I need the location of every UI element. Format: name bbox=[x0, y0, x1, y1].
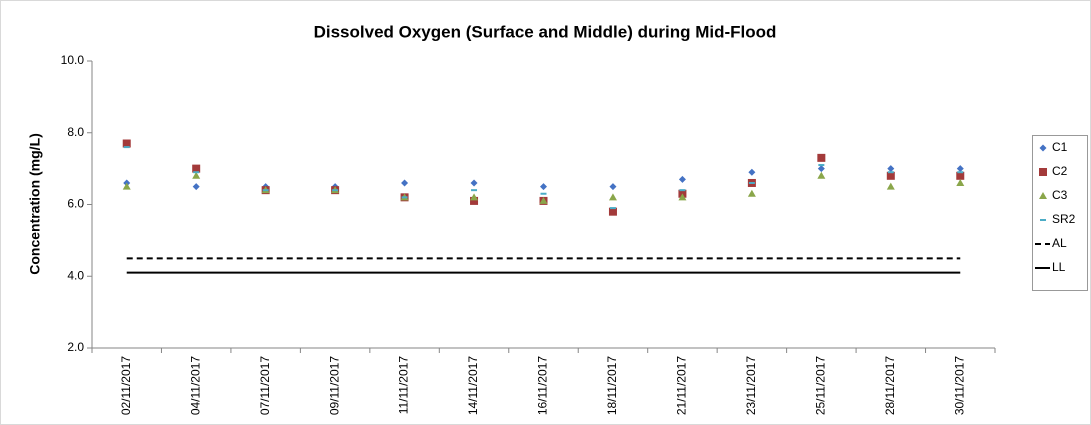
legend-swatch bbox=[1039, 144, 1047, 152]
point bbox=[609, 207, 616, 210]
point bbox=[817, 153, 826, 162]
legend-label: C2 bbox=[1052, 164, 1068, 178]
point bbox=[679, 189, 686, 192]
point bbox=[470, 193, 479, 201]
x-tick-label: 09/11/2017 bbox=[327, 356, 341, 415]
point bbox=[262, 189, 269, 192]
point bbox=[193, 171, 200, 174]
point bbox=[608, 193, 617, 201]
x-tick-label: 28/11/2017 bbox=[883, 356, 897, 415]
point bbox=[122, 139, 131, 148]
legend-swatch bbox=[1040, 219, 1046, 221]
y-tick-label: 6.0 bbox=[67, 197, 84, 211]
point bbox=[192, 171, 201, 179]
point bbox=[540, 183, 547, 191]
legend-label: C1 bbox=[1052, 140, 1068, 154]
point bbox=[956, 165, 964, 173]
y-axis-label: Concentration (mg/L) bbox=[27, 133, 43, 275]
x-tick-label: 25/11/2017 bbox=[814, 356, 828, 415]
point bbox=[470, 196, 479, 205]
x-tick-label: 07/11/2017 bbox=[258, 356, 272, 415]
legend-label: LL bbox=[1052, 260, 1066, 274]
point bbox=[192, 164, 201, 173]
y-tick-label: 10.0 bbox=[61, 53, 85, 67]
point bbox=[401, 179, 409, 187]
x-tick-label: 04/11/2017 bbox=[188, 356, 202, 415]
legend-label: SR2 bbox=[1052, 212, 1076, 226]
x-tick-label: 21/11/2017 bbox=[675, 356, 689, 415]
x-tick-label: 30/11/2017 bbox=[952, 356, 966, 415]
legend-swatch bbox=[1039, 168, 1047, 176]
point bbox=[887, 165, 895, 173]
point bbox=[956, 178, 965, 186]
point bbox=[817, 165, 825, 173]
point bbox=[748, 181, 755, 184]
x-tick-label: 11/11/2017 bbox=[397, 356, 411, 415]
point bbox=[608, 207, 617, 216]
point bbox=[748, 168, 756, 176]
point bbox=[471, 189, 478, 192]
point bbox=[957, 171, 964, 174]
legend-label: AL bbox=[1052, 236, 1067, 250]
x-tick-label: 23/11/2017 bbox=[744, 356, 758, 415]
x-tick-label: 02/11/2017 bbox=[119, 356, 133, 415]
y-tick-label: 8.0 bbox=[67, 125, 84, 139]
point bbox=[609, 183, 617, 191]
point bbox=[747, 189, 756, 197]
point bbox=[678, 175, 686, 183]
x-tick-label: 16/11/2017 bbox=[536, 356, 550, 415]
x-tick-label: 14/11/2017 bbox=[466, 356, 480, 415]
y-tick-label: 2.0 bbox=[67, 340, 84, 354]
legend-label: C3 bbox=[1052, 188, 1068, 202]
point bbox=[886, 182, 895, 190]
legend-swatch bbox=[1039, 192, 1047, 199]
point bbox=[122, 182, 131, 190]
point bbox=[956, 171, 965, 180]
point bbox=[678, 193, 687, 201]
point bbox=[123, 146, 130, 149]
point bbox=[818, 164, 825, 167]
x-tick-label: 18/11/2017 bbox=[605, 356, 619, 415]
point bbox=[539, 196, 548, 204]
chart-title: Dissolved Oxygen (Surface and Middle) du… bbox=[314, 22, 777, 41]
legend-box bbox=[1032, 135, 1088, 291]
y-tick-label: 4.0 bbox=[67, 268, 84, 282]
point bbox=[540, 192, 547, 195]
point bbox=[887, 171, 894, 174]
point bbox=[886, 171, 895, 180]
point bbox=[470, 179, 478, 187]
point bbox=[332, 189, 339, 192]
point bbox=[401, 196, 408, 199]
point bbox=[817, 171, 826, 179]
point bbox=[192, 183, 200, 191]
